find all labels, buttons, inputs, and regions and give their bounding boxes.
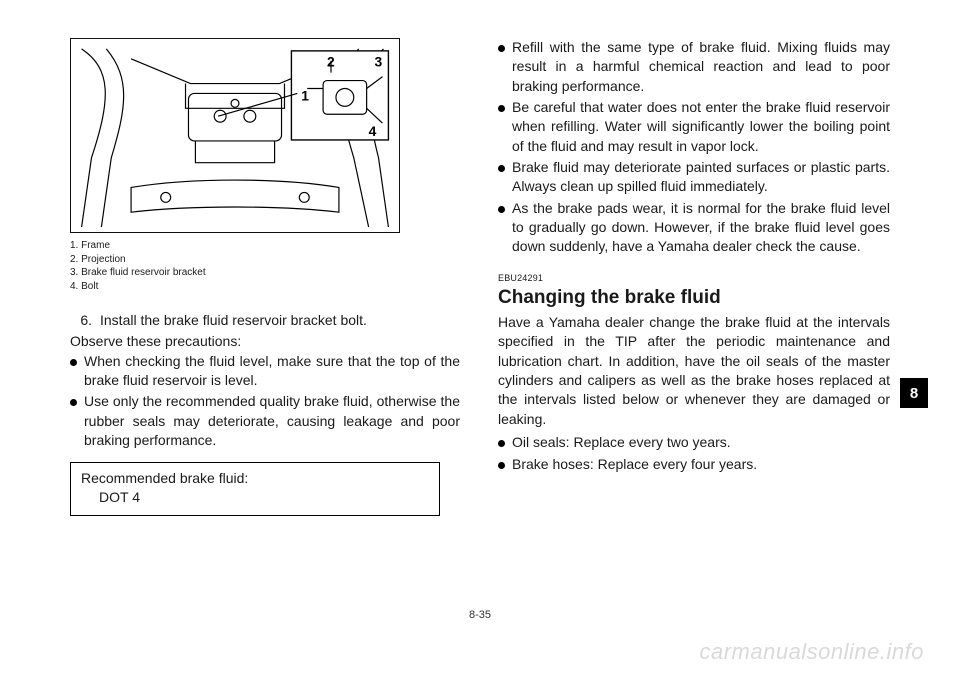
bullet-icon xyxy=(70,392,84,450)
figure-svg: 1 2 3 4 xyxy=(71,39,399,232)
right-bullet-4: As the brake pads wear, it is normal for… xyxy=(498,199,890,257)
watermark: carmanualsonline.info xyxy=(699,639,924,665)
figure-caption: 1. Frame 2. Projection 3. Brake fluid re… xyxy=(70,239,460,293)
step-6-text: Install the brake fluid reservoir bracke… xyxy=(100,311,367,330)
section-heading: Changing the brake fluid xyxy=(498,285,890,311)
chapter-tab: 8 xyxy=(900,378,928,408)
left-bullet-2: Use only the recommended quality brake f… xyxy=(70,392,460,450)
box-label: Recommended brake fluid: xyxy=(81,469,429,488)
bullet-icon xyxy=(498,158,512,197)
right-bullet-5: Oil seals: Replace every two years. xyxy=(498,433,890,453)
right-bullet-6: Brake hoses: Replace every four years. xyxy=(498,455,890,475)
right-bullet-4-text: As the brake pads wear, it is normal for… xyxy=(512,199,890,257)
section-paragraph: Have a Yamaha dealer change the brake fl… xyxy=(498,313,890,429)
chapter-tab-number: 8 xyxy=(910,385,918,402)
box-value: DOT 4 xyxy=(81,488,429,507)
caption-line-2: 2. Projection xyxy=(70,253,460,267)
page-number: 8-35 xyxy=(469,609,491,621)
page: 1 2 3 4 1. Frame 2. Projection 3. Brake … xyxy=(0,0,960,679)
caption-line-3: 3. Brake fluid reservoir bracket xyxy=(70,266,460,280)
callout-4: 4 xyxy=(369,123,377,139)
right-column: Refill with the same type of brake fluid… xyxy=(498,38,890,516)
right-bullet-2: Be careful that water does not enter the… xyxy=(498,98,890,156)
section-code: EBU24291 xyxy=(498,272,890,284)
callout-3: 3 xyxy=(375,54,383,70)
caption-line-1: 1. Frame xyxy=(70,239,460,253)
right-bullet-1-text: Refill with the same type of brake fluid… xyxy=(512,38,890,96)
figure: 1 2 3 4 xyxy=(70,38,400,233)
bullet-icon xyxy=(498,98,512,156)
bullet-icon xyxy=(498,455,512,475)
right-bullet-3-text: Brake fluid may deteriorate painted surf… xyxy=(512,158,890,197)
two-column-layout: 1 2 3 4 1. Frame 2. Projection 3. Brake … xyxy=(70,38,890,516)
bullet-icon xyxy=(70,352,84,391)
left-bullet-1: When checking the fluid level, make sure… xyxy=(70,352,460,391)
caption-line-4: 4. Bolt xyxy=(70,280,460,294)
left-column: 1 2 3 4 1. Frame 2. Projection 3. Brake … xyxy=(70,38,460,516)
callout-1: 1 xyxy=(301,87,309,103)
step-6-number: 6. xyxy=(70,311,100,330)
step-6: 6. Install the brake fluid reservoir bra… xyxy=(70,311,460,330)
right-bullet-2-text: Be careful that water does not enter the… xyxy=(512,98,890,156)
left-bullet-1-text: When checking the fluid level, make sure… xyxy=(84,352,460,391)
right-bullet-3: Brake fluid may deteriorate painted surf… xyxy=(498,158,890,197)
left-bullet-2-text: Use only the recommended quality brake f… xyxy=(84,392,460,450)
right-bullet-5-text: Oil seals: Replace every two years. xyxy=(512,433,731,453)
recommended-fluid-box: Recommended brake fluid: DOT 4 xyxy=(70,462,440,516)
right-bullet-6-text: Brake hoses: Replace every four years. xyxy=(512,455,757,475)
callout-2: 2 xyxy=(327,54,335,70)
bullet-icon xyxy=(498,38,512,96)
observe-line: Observe these precautions: xyxy=(70,332,460,351)
bullet-icon xyxy=(498,433,512,453)
bullet-icon xyxy=(498,199,512,257)
right-bullet-1: Refill with the same type of brake fluid… xyxy=(498,38,890,96)
